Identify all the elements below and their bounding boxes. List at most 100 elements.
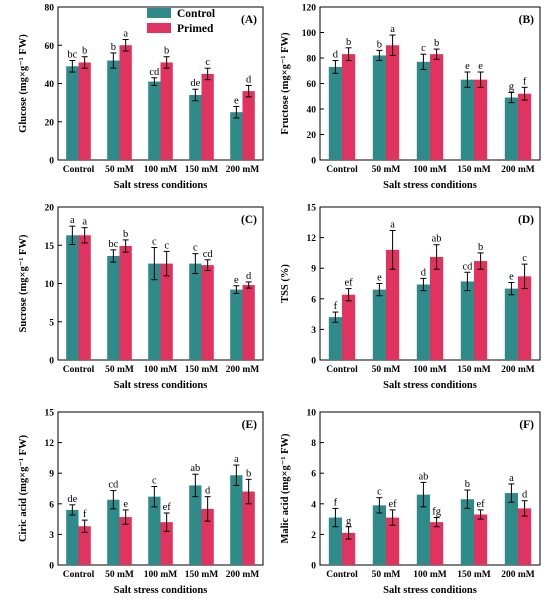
x-axis-title: Salt stress conditions (383, 380, 477, 391)
bar-primed (386, 45, 400, 160)
significance-letter: a (390, 219, 395, 230)
legend: Control Primed (147, 8, 215, 35)
y-tick-label: 20 (307, 131, 317, 141)
significance-letter: b (478, 242, 483, 253)
x-tick-label: 200 mM (501, 165, 535, 175)
x-tick-label: 150 mM (185, 165, 219, 175)
significance-letter: f (523, 76, 527, 87)
significance-letter: e (465, 61, 470, 72)
bar-control (504, 288, 518, 360)
y-tick-label: 10 (45, 280, 55, 290)
bar-control (460, 499, 474, 565)
x-tick-label: Control (326, 365, 358, 375)
bar-control (189, 485, 202, 565)
bar-primed (342, 294, 356, 360)
significance-letter: c (152, 237, 157, 248)
y-tick-label: 0 (311, 157, 316, 167)
significance-letter: bc (108, 239, 118, 250)
y-tick-label: 6 (311, 295, 316, 305)
x-tick-label: Control (63, 570, 95, 580)
x-tick-label: 50 mM (372, 365, 401, 375)
significance-letter: c (164, 240, 169, 251)
panel-label: (F) (519, 419, 534, 431)
significance-letter: f (334, 301, 338, 312)
x-axis-title: Salt stress conditions (114, 585, 208, 596)
bar-primed (201, 508, 214, 565)
significance-letter: a (123, 29, 128, 40)
x-tick-label: 200 mM (226, 165, 260, 175)
x-tick-label: 150 mM (185, 365, 219, 375)
significance-letter: b (346, 37, 351, 48)
x-tick-label: Control (326, 165, 358, 175)
panel-label: (A) (241, 14, 257, 26)
x-tick-label: 200 mM (226, 365, 260, 375)
y-tick-label: 0 (49, 562, 54, 572)
y-tick-label: 80 (45, 4, 55, 14)
legend-swatch-control (147, 8, 171, 18)
x-axis-title: Salt stress conditions (114, 380, 208, 391)
bar-control (372, 55, 386, 161)
bar-control (66, 66, 79, 160)
bar-control (328, 317, 342, 360)
bar-primed (430, 256, 444, 360)
bar-control (372, 289, 386, 360)
bar-control (328, 517, 342, 565)
x-tick-label: 50 mM (105, 570, 134, 580)
y-tick-label: 12 (45, 439, 55, 449)
significance-letter: d (421, 267, 427, 278)
bar-control (460, 281, 474, 360)
bar-control (66, 235, 79, 360)
bar-primed (386, 249, 400, 360)
bar-primed (474, 261, 488, 360)
significance-letter: c (377, 487, 382, 498)
y-tick-label: 6 (49, 500, 54, 510)
x-tick-label: 100 mM (413, 570, 447, 580)
y-axis-title: Glucose (mg×g⁻¹ FW) (18, 34, 29, 133)
x-tick-label: 100 mM (413, 365, 447, 375)
x-tick-label: 200 mM (501, 365, 535, 375)
y-tick-label: 40 (45, 80, 55, 90)
y-tick-label: 0 (49, 357, 54, 367)
significance-letter: ab (190, 463, 200, 474)
panel-label: (D) (518, 214, 534, 226)
significance-letter: c (421, 43, 426, 54)
bar-primed (78, 62, 91, 160)
y-tick-label: 9 (49, 470, 54, 480)
y-tick-label: 15 (45, 409, 55, 419)
x-axis-title: Salt stress conditions (383, 180, 477, 191)
significance-letter: ef (345, 278, 354, 289)
bar-primed (119, 517, 132, 565)
bar-primed (78, 526, 91, 565)
x-tick-label: 100 mM (413, 165, 447, 175)
legend-label: Primed (177, 23, 214, 35)
significance-letter: g (509, 81, 515, 92)
bar-control (189, 94, 202, 160)
x-tick-label: 50 mM (372, 570, 401, 580)
y-tick-label: 2 (311, 531, 316, 541)
significance-letter: e (377, 273, 382, 284)
x-tick-label: 150 mM (185, 570, 219, 580)
significance-letter: g (346, 516, 352, 527)
bar-control (148, 496, 161, 565)
x-tick-label: 200 mM (226, 570, 260, 580)
x-axis-title: Salt stress conditions (114, 180, 208, 191)
x-tick-label: 50 mM (105, 165, 134, 175)
y-tick-label: 8 (311, 439, 316, 449)
significance-letter: e (234, 95, 239, 106)
bar-primed (342, 54, 356, 160)
bar-control (107, 255, 120, 360)
y-tick-label: 120 (302, 4, 317, 14)
y-tick-label: 12 (307, 234, 317, 244)
bar-primed (474, 79, 488, 160)
significance-letter: c (152, 475, 157, 486)
bar-primed (78, 235, 91, 360)
chart-panel-5: 0 3 6 9 12 15 Control def 50 mM cde 100 mM c ef 150 m… (18, 409, 264, 596)
x-tick-label: Control (63, 165, 95, 175)
y-axis-title: Ciric acid (mg×g⁻¹ FW) (18, 434, 29, 542)
bar-primed (430, 54, 444, 160)
significance-letter: e (123, 499, 128, 510)
bar-control (107, 60, 120, 160)
bar-primed (242, 491, 255, 565)
